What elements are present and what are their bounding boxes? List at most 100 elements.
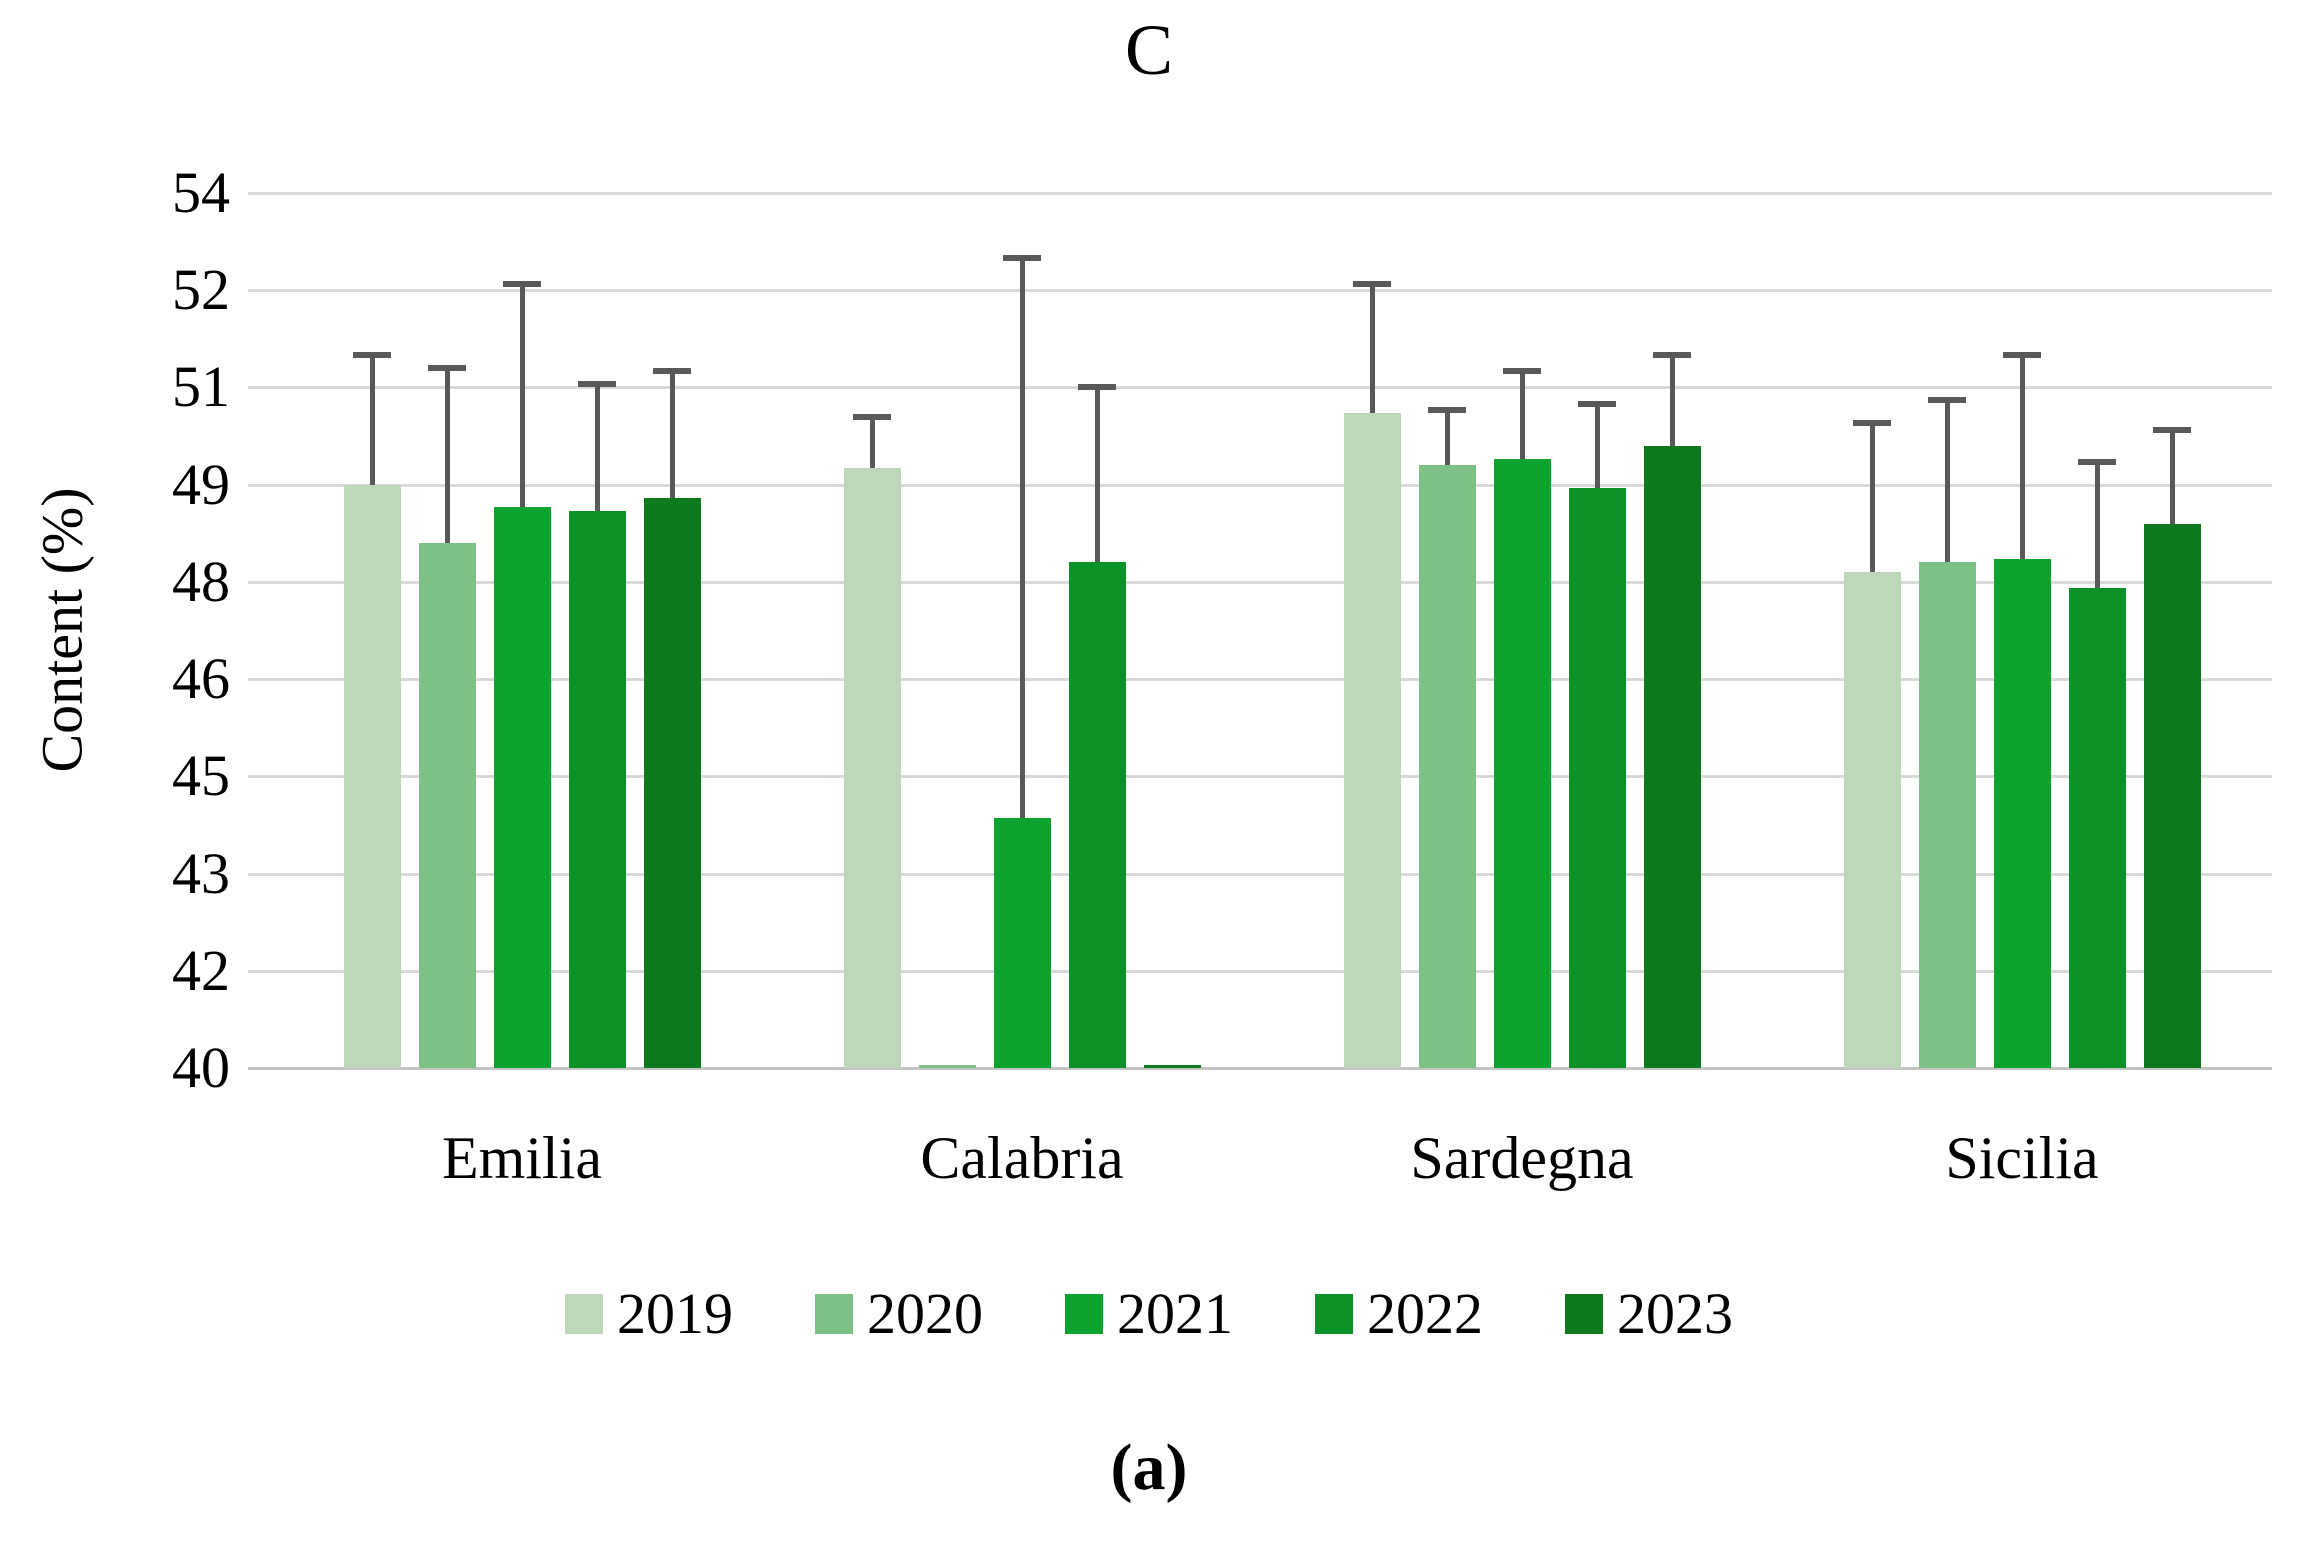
error-cap-2022-emilia — [578, 381, 616, 388]
legend-item-2023: 2023 — [1565, 1282, 1733, 1346]
error-cap-2023-sardegna — [1653, 352, 1691, 359]
gridline-48 — [272, 581, 2272, 584]
error-bar-2021-calabria — [1019, 257, 1025, 819]
legend: 2019 2020 2021 2022 2023 — [0, 1282, 2298, 1346]
error-bar-2023-sicilia — [2169, 429, 2175, 524]
legend-swatch-2023 — [1565, 1294, 1603, 1334]
bar-2022-sicilia — [2068, 588, 2126, 1068]
bar-2019-sardegna — [1343, 413, 1401, 1068]
y-tick-mark — [248, 678, 272, 681]
y-tick-mark — [248, 970, 272, 973]
error-cap-2020-sicilia — [1928, 397, 1966, 404]
gridline-54 — [272, 192, 2272, 195]
error-cap-2021-sicilia — [2003, 352, 2041, 359]
y-tick-label-51: 51 — [172, 354, 230, 419]
bar-2020-calabria — [918, 1064, 976, 1068]
y-tick-mark — [248, 484, 272, 487]
error-cap-2022-sardegna — [1578, 400, 1616, 407]
y-tick-label-49: 49 — [172, 452, 230, 517]
bar-2020-sardegna — [1418, 465, 1476, 1068]
y-tick-mark — [248, 873, 272, 876]
bar-2023-calabria — [1143, 1064, 1201, 1068]
y-tick-mark — [248, 289, 272, 292]
bar-2021-sicilia — [1993, 559, 2051, 1068]
bar-2020-sicilia — [1918, 562, 1976, 1068]
error-bar-2019-emilia — [369, 355, 375, 485]
error-bar-2019-sardegna — [1369, 283, 1375, 414]
legend-item-2022: 2022 — [1315, 1282, 1483, 1346]
gridline-52 — [272, 289, 2272, 292]
gridline-51 — [272, 386, 2272, 389]
error-cap-2023-sicilia — [2153, 426, 2191, 433]
error-bar-2022-sardegna — [1594, 403, 1600, 488]
bar-2022-emilia — [568, 510, 626, 1068]
y-tick-mark — [248, 581, 272, 584]
legend-item-2019: 2019 — [565, 1282, 733, 1346]
figure-caption: (a) — [1110, 1431, 1188, 1504]
error-bar-2021-sicilia — [2019, 355, 2025, 560]
legend-item-2021: 2021 — [1065, 1282, 1233, 1346]
legend-swatch-2020 — [815, 1294, 853, 1334]
y-tick-mark — [248, 775, 272, 778]
error-cap-2021-emilia — [503, 280, 541, 287]
error-cap-2021-sardegna — [1503, 368, 1541, 375]
bar-2021-emilia — [493, 507, 551, 1068]
bar-2019-sicilia — [1843, 572, 1901, 1068]
legend-label-2019: 2019 — [617, 1281, 733, 1346]
category-label-sardegna: Sardegna — [1410, 1125, 1634, 1191]
error-bar-2021-emilia — [519, 283, 525, 508]
error-bar-2023-sardegna — [1669, 355, 1675, 446]
bar-2020-emilia — [418, 543, 476, 1068]
error-bar-2020-sicilia — [1944, 400, 1950, 563]
error-bar-2022-calabria — [1094, 387, 1100, 563]
y-tick-mark — [248, 192, 272, 195]
error-cap-2019-calabria — [853, 413, 891, 420]
y-tick-mark — [248, 386, 272, 389]
legend-label-2023: 2023 — [1617, 1281, 1733, 1346]
bar-2021-sardegna — [1493, 458, 1551, 1068]
error-bar-2022-sicilia — [2094, 461, 2100, 589]
error-bar-2020-emilia — [444, 368, 450, 543]
chart-title: C — [1124, 10, 1174, 90]
gridline-46 — [272, 678, 2272, 681]
bar-2023-emilia — [643, 497, 701, 1068]
error-cap-2019-sicilia — [1853, 420, 1891, 427]
gridline-43 — [272, 873, 2272, 876]
y-tick-label-48: 48 — [172, 549, 230, 614]
y-tick-label-40: 40 — [172, 1035, 230, 1100]
bar-2023-sardegna — [1643, 445, 1701, 1068]
error-cap-2019-emilia — [353, 352, 391, 359]
y-tick-mark — [248, 1067, 272, 1070]
gridline-42 — [272, 970, 2272, 973]
category-label-sicilia: Sicilia — [1945, 1125, 2099, 1191]
bar-2022-sardegna — [1568, 487, 1626, 1068]
error-bar-2022-emilia — [594, 384, 600, 511]
gridline-49 — [272, 484, 2272, 487]
category-label-emilia: Emilia — [442, 1125, 602, 1191]
bar-2023-sicilia — [2143, 523, 2201, 1068]
y-tick-label-42: 42 — [172, 938, 230, 1003]
error-bar-2019-calabria — [869, 416, 875, 469]
bar-2021-calabria — [993, 818, 1051, 1068]
legend-swatch-2021 — [1065, 1294, 1103, 1334]
error-cap-2022-sicilia — [2078, 458, 2116, 465]
legend-label-2021: 2021 — [1117, 1281, 1233, 1346]
bar-2022-calabria — [1068, 562, 1126, 1068]
y-tick-label-54: 54 — [172, 160, 230, 225]
error-cap-2019-sardegna — [1353, 280, 1391, 287]
error-bar-2019-sicilia — [1869, 423, 1875, 573]
legend-item-2020: 2020 — [815, 1282, 983, 1346]
gridline-45 — [272, 775, 2272, 778]
legend-swatch-2022 — [1315, 1294, 1353, 1334]
error-cap-2022-calabria — [1078, 384, 1116, 391]
gridline-40 — [272, 1067, 2272, 1070]
error-cap-2020-emilia — [428, 365, 466, 371]
error-bar-2021-sardegna — [1519, 371, 1525, 459]
y-tick-label-52: 52 — [172, 257, 230, 322]
y-tick-label-43: 43 — [172, 841, 230, 906]
error-cap-2020-sardegna — [1428, 407, 1466, 414]
error-bar-2023-emilia — [669, 371, 675, 498]
category-label-calabria: Calabria — [920, 1125, 1124, 1191]
